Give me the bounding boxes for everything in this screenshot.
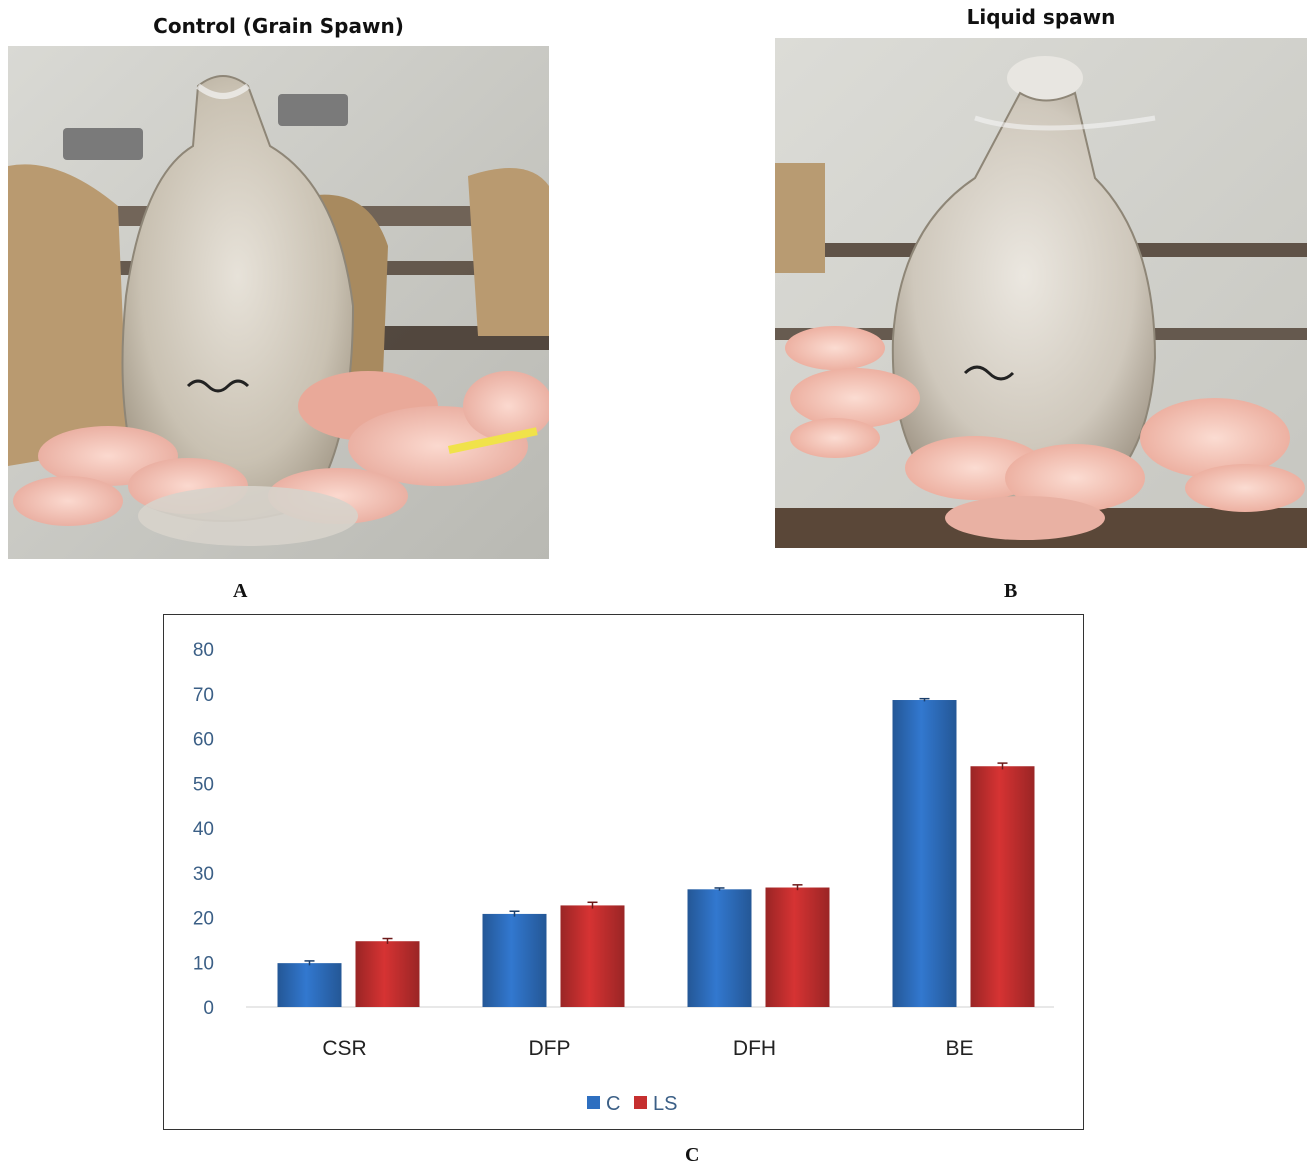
y-tick-label: 70 [193,685,214,706]
y-tick-label: 0 [203,998,214,1019]
y-tick-label: 60 [193,730,214,751]
photo-b-title: Liquid spawn [966,5,1116,29]
x-category-label: DFP [529,1037,571,1060]
bar-c-csr [277,963,342,1007]
y-tick-label: 40 [193,819,214,840]
liquid-spawn-bag-photo [775,38,1307,548]
y-tick-label: 80 [193,640,214,661]
y-tick-label: 10 [193,953,214,974]
y-tick-label: 30 [193,864,214,885]
bar-ls-dfp [560,905,625,1007]
panel-label-c: C [685,1144,700,1166]
legend-label-c: C [606,1093,620,1115]
bar-ls-be [970,766,1035,1007]
x-category-label: CSR [322,1037,366,1060]
y-tick-label: 20 [193,909,214,930]
grain-spawn-bag-photo [8,46,549,559]
bar-c-dfp [482,913,547,1007]
legend-label-ls: LS [653,1093,677,1115]
bar-c-be [892,700,957,1007]
panel-label-a: A [233,580,248,602]
bar-chart-svg: 0 10 20 30 40 50 60 70 80 CSR DFP DFH BE C LS [193,640,1054,1115]
x-category-label: DFH [733,1037,776,1060]
bar-c-dfh [687,889,752,1007]
bar-chart: 0 10 20 30 40 50 60 70 80 CSR DFP DFH BE C LS [163,614,1084,1130]
bar-ls-dfh [765,887,830,1007]
photo-a-title: Control (Grain Spawn) [153,14,404,38]
bar-ls-csr [355,941,420,1007]
x-category-label: BE [945,1037,973,1060]
legend-swatch-ls [634,1096,647,1109]
panel-label-b: B [1004,580,1018,602]
legend-swatch-c [587,1096,600,1109]
y-tick-label: 50 [193,774,214,795]
